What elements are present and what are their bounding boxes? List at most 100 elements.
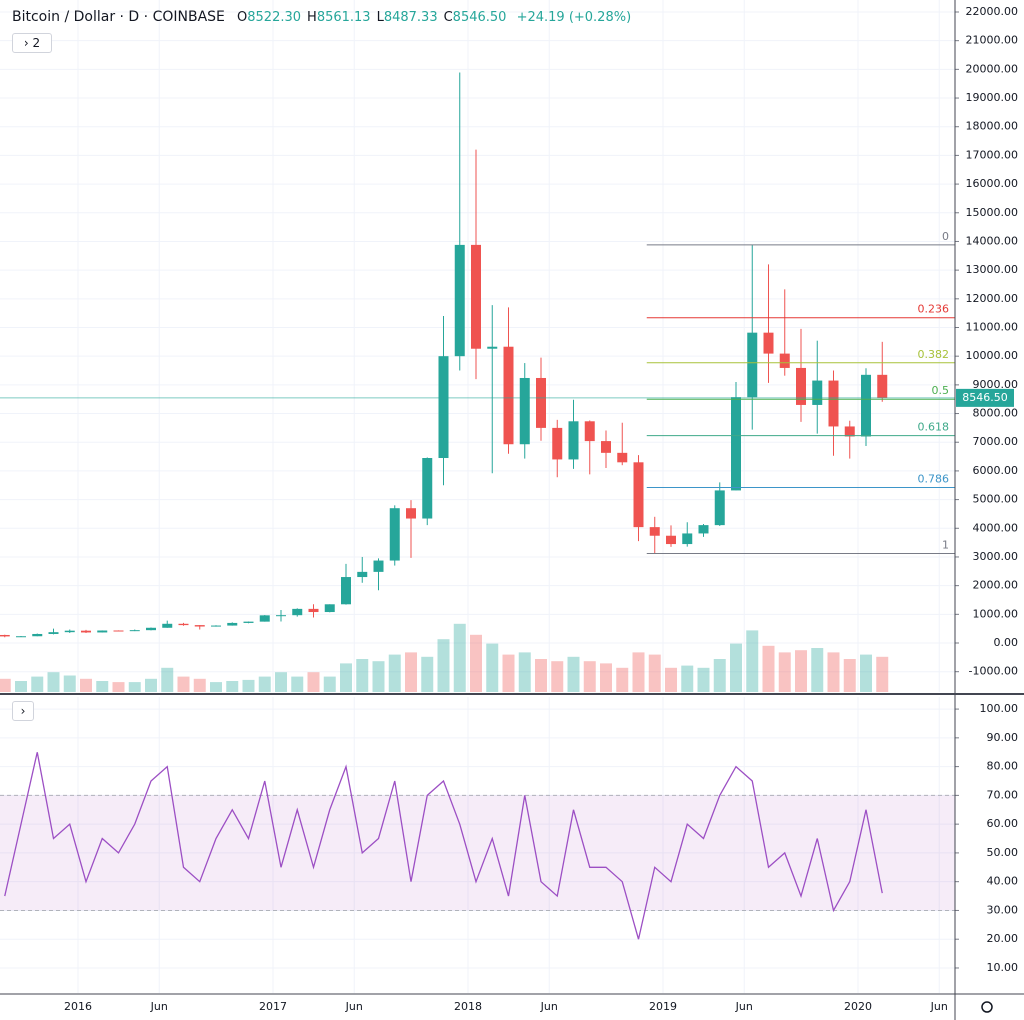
volume-bar — [63, 675, 76, 692]
fib-level-label: 0.382 — [918, 348, 950, 361]
volume-bar — [665, 667, 677, 692]
candle-body — [601, 441, 611, 453]
fib-level-label: 0 — [942, 230, 949, 243]
candle-body — [617, 452, 628, 463]
y-tick-label: 18000.00 — [966, 120, 1019, 133]
y-tick-label: 14000.00 — [966, 234, 1019, 247]
last-price-tag — [956, 388, 1014, 407]
y-tick-label: 70.00 — [987, 788, 1019, 801]
x-tick-label: Jun — [345, 1000, 363, 1013]
volume-bar — [681, 665, 694, 692]
y-tick-label: 40.00 — [987, 875, 1019, 888]
candle-body — [178, 623, 189, 626]
candle-body — [48, 632, 59, 634]
y-tick-label: 30.00 — [987, 903, 1019, 916]
y-tick-label: 21000.00 — [966, 34, 1019, 47]
volume-bar — [795, 650, 807, 692]
y-tick-label: 1000.00 — [973, 607, 1019, 620]
candle-body — [406, 508, 416, 519]
volume-bar — [843, 659, 856, 692]
candle-body — [129, 630, 140, 632]
y-tick-label: 15000.00 — [966, 206, 1019, 219]
y-tick-label: 50.00 — [987, 846, 1019, 859]
candle-body — [308, 608, 319, 613]
volume-bar — [210, 682, 222, 692]
y-tick-label: 20000.00 — [966, 62, 1019, 75]
volume-bar — [388, 654, 401, 692]
candle-body — [503, 346, 514, 445]
y-tick-label: 10.00 — [987, 961, 1019, 974]
fib-level-label: 0.786 — [918, 472, 950, 485]
y-tick-label: 2000.00 — [973, 579, 1019, 592]
candle-body — [698, 525, 709, 534]
candle-body — [519, 377, 530, 445]
volume-bar — [31, 676, 44, 692]
volume-bar — [502, 654, 515, 692]
candle-body — [779, 353, 790, 368]
volume-bar — [258, 676, 271, 692]
fib-level-label: 1 — [942, 539, 949, 552]
candle-body — [211, 625, 221, 627]
settings-icon — [981, 1001, 993, 1013]
candle-body — [568, 421, 579, 460]
x-tick-label: Jun — [930, 1000, 948, 1013]
y-tick-label: 12000.00 — [966, 292, 1019, 305]
ohlc-key: L — [376, 10, 384, 25]
indicator-toggle[interactable]: › 2 — [12, 33, 52, 53]
volume-bar — [535, 659, 547, 692]
fib-level-label: 0.236 — [918, 303, 950, 316]
volume-bar — [567, 656, 580, 692]
volume-bar — [47, 672, 60, 692]
candle-body — [731, 397, 741, 491]
pane-toggle[interactable]: › — [12, 701, 34, 721]
y-tick-label: 17000.00 — [966, 148, 1019, 161]
x-tick-label: 2017 — [259, 1000, 287, 1013]
volume-bar — [616, 667, 629, 692]
ohlc-value: 8487.33 — [383, 10, 438, 25]
x-tick-label: Jun — [150, 1000, 168, 1013]
y-tick-label: 10000.00 — [966, 349, 1019, 362]
candle-body — [877, 374, 888, 398]
ohlc-key: H — [307, 10, 317, 25]
y-tick-label: 5000.00 — [973, 493, 1019, 506]
volume-bar — [193, 678, 206, 692]
candle-body — [763, 332, 774, 354]
candle-body — [438, 356, 449, 459]
volume-bar — [518, 652, 531, 692]
volume-bar — [145, 678, 157, 692]
volume-bar — [307, 672, 320, 692]
volume-bar — [827, 652, 840, 692]
candle-body — [861, 374, 871, 437]
candle-body — [276, 615, 286, 617]
volume-bar — [778, 652, 791, 692]
change: +24.19 (+0.28%) — [516, 10, 632, 25]
ohlc-value: 8522.30 — [247, 10, 302, 25]
volume-bar — [453, 623, 466, 692]
ohlc: O8522.30 H8561.13 L8487.33 C8546.50 — [237, 10, 512, 25]
y-tick-label: 19000.00 — [966, 91, 1019, 104]
candle-body — [747, 332, 758, 398]
candle-body — [341, 577, 351, 605]
volume-bar — [356, 659, 369, 692]
y-tick-label: 11000.00 — [966, 320, 1019, 333]
candle-body — [227, 622, 238, 626]
candle-body — [81, 630, 91, 633]
candle-body — [552, 427, 563, 460]
volume-bar — [551, 661, 564, 692]
candle-body — [812, 380, 823, 405]
rsi-line — [4, 752, 883, 940]
volume-bar — [112, 682, 125, 692]
y-tick-label: 20.00 — [987, 932, 1019, 945]
symbol: Bitcoin / Dollar · D · COINBASE — [12, 9, 225, 25]
legend: Bitcoin / Dollar · D · COINBASE O8522.30… — [12, 9, 637, 25]
volume-bar — [340, 663, 352, 692]
volume-bar — [226, 681, 239, 692]
y-tick-label: 4000.00 — [973, 521, 1019, 534]
volume-bar — [730, 643, 742, 692]
candle-body — [16, 636, 26, 638]
y-tick-label: 9000.00 — [973, 378, 1019, 391]
volume-bar — [713, 659, 726, 692]
ohlc-key: C — [443, 10, 453, 25]
